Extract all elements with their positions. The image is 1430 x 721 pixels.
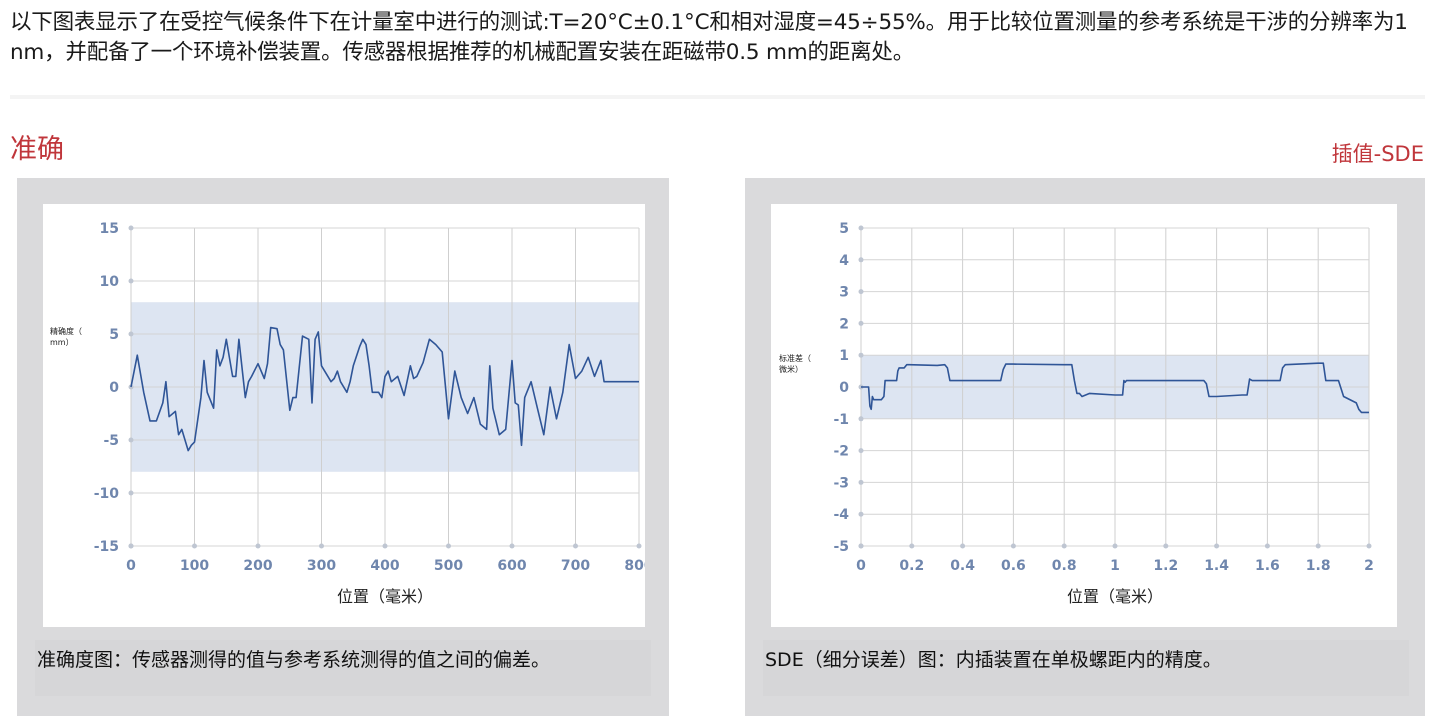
- y-tick-label: -4: [833, 507, 849, 523]
- x-tick-label: 200: [243, 558, 272, 574]
- x-axis-title: 位置（毫米）: [1067, 587, 1163, 606]
- x-tick-label: 1.2: [1153, 558, 1178, 574]
- x-tick-marker: [573, 543, 578, 549]
- sde-panel: 5 4 3 2 1 0 -1 -2 -3 -4 -5 0 0.2 0.4 0.6 0.8 1 1.2 1.4 1.6 1…: [745, 178, 1425, 716]
- y-tick-marker: [858, 352, 864, 358]
- x-tick-marker: [319, 543, 324, 549]
- x-tick-label: 0.8: [1052, 558, 1077, 574]
- y-tick-marker: [128, 490, 134, 496]
- y-tick-marker: [858, 479, 864, 485]
- x-tick-label: 300: [307, 558, 336, 574]
- x-tick-label: 0.6: [1001, 558, 1026, 574]
- y-tick-label: 0: [839, 380, 849, 396]
- x-axis-title: 位置（毫米）: [337, 587, 433, 606]
- y-tick-label: 10: [100, 274, 120, 290]
- x-tick-label: 500: [434, 558, 463, 574]
- x-tick-marker: [509, 543, 515, 549]
- x-tick-marker: [446, 543, 451, 549]
- y-tick-marker: [858, 416, 864, 422]
- accuracy-chart: 15 10 5 0 -5 -10 -15 0 100 200 300 400 500 600 700 800 精…: [50, 221, 654, 606]
- y-axis-title-unit: mm）: [50, 338, 74, 347]
- x-tick-label: 0: [126, 558, 136, 574]
- x-tick-label: 0.4: [950, 558, 975, 574]
- y-axis-title-unit: 微米）: [779, 364, 803, 374]
- x-tick-label: 2: [1364, 558, 1374, 574]
- y-tick-label: 4: [839, 253, 849, 269]
- y-tick-marker: [128, 225, 134, 231]
- x-tick-label: 100: [180, 558, 209, 574]
- x-tick-marker: [1112, 543, 1118, 549]
- x-tick-label: 400: [370, 558, 399, 574]
- x-tick-marker: [192, 543, 197, 549]
- data-series-line: [861, 362, 1369, 414]
- y-axis-title: 精确度（: [50, 326, 82, 336]
- x-tick-label: 600: [497, 558, 526, 574]
- x-tick-marker: [960, 543, 966, 549]
- accuracy-section-title: 准确: [10, 134, 64, 165]
- x-tick-marker: [1010, 543, 1016, 549]
- y-tick-marker: [858, 320, 864, 326]
- intro-paragraph: 以下图表显示了在受控气候条件下在计量室中进行的测试:T=20°C±0.1°C和相…: [10, 10, 1408, 65]
- y-tick-label: 15: [100, 221, 119, 237]
- y-tick-label: -5: [103, 433, 119, 449]
- intro-divider: [10, 95, 1425, 99]
- sde-plot-area: 5 4 3 2 1 0 -1 -2 -3 -4 -5 0 0.2 0.4 0.6 0.8 1 1.2 1.4 1.6 1…: [771, 204, 1397, 627]
- x-tick-label: 700: [561, 558, 590, 574]
- y-tick-label: 0: [109, 380, 119, 396]
- x-tick-marker: [858, 543, 864, 549]
- accuracy-caption: 准确度图：传感器测得的值与参考系统测得的值之间的偏差。: [35, 640, 651, 696]
- x-tick-marker: [255, 543, 261, 549]
- y-tick-label: 2: [839, 316, 849, 332]
- x-tick-marker: [1214, 543, 1220, 549]
- y-tick-marker: [858, 289, 864, 295]
- accuracy-plot-area: 15 10 5 0 -5 -10 -15 0 100 200 300 400 500 600 700 800 精…: [43, 204, 654, 627]
- x-tick-label: 800: [624, 558, 645, 574]
- x-tick-marker: [909, 543, 915, 549]
- x-tick-marker: [1315, 543, 1321, 549]
- y-tick-label: -15: [94, 539, 119, 555]
- y-tick-label: 5: [109, 327, 119, 343]
- y-tick-marker: [128, 331, 134, 337]
- x-tick-marker: [382, 543, 388, 549]
- x-tick-marker: [636, 543, 642, 549]
- y-tick-marker: [128, 278, 134, 284]
- y-tick-marker: [858, 257, 864, 263]
- x-tick-marker: [1061, 543, 1067, 549]
- y-tick-marker: [128, 437, 134, 443]
- y-tick-marker: [858, 225, 864, 231]
- y-axis-title: 标准差（: [779, 353, 811, 363]
- y-tick-label: -10: [94, 486, 120, 502]
- x-tick-label: 0.2: [899, 558, 924, 574]
- sde-caption: SDE（细分误差）图：内插装置在单极螺距内的精度。: [763, 640, 1409, 696]
- y-tick-label: 3: [839, 285, 849, 301]
- y-tick-label: 1: [839, 348, 849, 364]
- x-tick-label: 1.6: [1255, 558, 1280, 574]
- x-tick-marker: [1163, 543, 1169, 549]
- x-tick-label: 1: [1110, 558, 1120, 574]
- x-tick-marker: [128, 543, 134, 549]
- y-tick-label: -1: [833, 412, 849, 428]
- sde-section-title: 插值-SDE: [1331, 142, 1424, 166]
- sde-chart: 5 4 3 2 1 0 -1 -2 -3 -4 -5 0 0.2 0.4 0.6 0.8 1 1.2 1.4 1.6 1…: [779, 221, 1374, 606]
- y-tick-label: -3: [833, 475, 849, 491]
- y-tick-label: -2: [833, 444, 849, 460]
- y-tick-label: 5: [839, 221, 849, 237]
- x-tick-label: 0: [856, 558, 866, 574]
- x-tick-marker: [1366, 543, 1372, 549]
- x-tick-label: 1.4: [1204, 558, 1229, 574]
- x-tick-marker: [1264, 543, 1270, 549]
- y-tick-label: -5: [833, 539, 849, 555]
- y-tick-marker: [858, 511, 864, 517]
- x-tick-label: 1.8: [1306, 558, 1331, 574]
- data-series-line: [130, 326, 639, 452]
- accuracy-panel: 15 10 5 0 -5 -10 -15 0 100 200 300 400 500 600 700 800 精…: [17, 178, 669, 716]
- y-tick-marker: [858, 448, 864, 454]
